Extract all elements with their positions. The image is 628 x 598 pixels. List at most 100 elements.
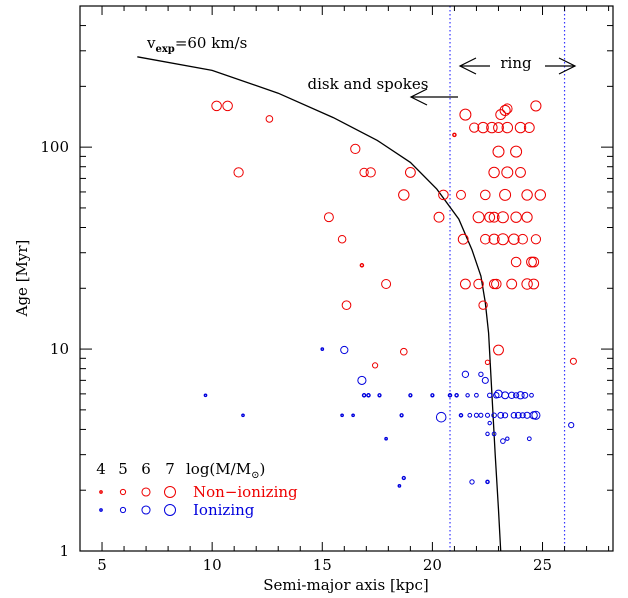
- non-ionizing-point: [488, 166, 500, 179]
- ionizing-point: [491, 412, 497, 419]
- legend-ionizing-marker: [119, 506, 127, 514]
- ionizing-point: [241, 413, 245, 418]
- non-ionizing-point: [473, 278, 484, 290]
- ionizing-point: [465, 393, 470, 398]
- ionizing-point: [568, 422, 575, 429]
- non-ionizing-point: [534, 189, 547, 201]
- non-ionizing-point: [523, 122, 535, 134]
- non-ionizing-point: [359, 263, 365, 268]
- data-points: [203, 100, 577, 488]
- curve-label-rest: =60 km/s: [175, 34, 248, 52]
- x-tick-label: 25: [533, 556, 552, 574]
- non-ionizing-point: [399, 347, 408, 356]
- non-ionizing-point: [569, 357, 577, 365]
- disk-arrow: [409, 88, 458, 106]
- non-ionizing-point: [478, 300, 488, 310]
- ring-annotation: ring: [500, 54, 532, 72]
- ionizing-point: [487, 392, 493, 398]
- non-ionizing-point: [222, 100, 233, 112]
- legend-non-ionizing-marker: [141, 487, 151, 497]
- non-ionizing-point: [486, 121, 498, 134]
- x-tick-label: 20: [423, 556, 442, 574]
- ionizing-point: [361, 393, 367, 398]
- non-ionizing-point: [528, 256, 540, 268]
- non-ionizing-point: [501, 121, 514, 134]
- ionizing-point: [447, 393, 453, 398]
- legend-mass-value: 7: [165, 460, 175, 478]
- legend-ionizing-marker: [164, 504, 176, 516]
- ionizing-point: [340, 413, 344, 418]
- ionizing-point: [493, 392, 500, 399]
- ionizing-point: [531, 410, 541, 420]
- non-ionizing-point: [528, 278, 540, 290]
- non-ionizing-point: [510, 256, 522, 268]
- non-ionizing-point: [506, 278, 518, 290]
- non-ionizing-point: [323, 212, 334, 223]
- y-tick-label: 1: [59, 542, 69, 560]
- non-ionizing-point: [452, 132, 457, 138]
- ionizing-point: [501, 391, 510, 400]
- ionizing-point: [458, 413, 464, 418]
- legend-non-ionizing-label: Non−ionizing: [193, 483, 298, 501]
- legend-non-ionizing-marker: [99, 490, 103, 494]
- non-ionizing-point: [233, 167, 244, 178]
- ionizing-point: [529, 411, 538, 420]
- non-ionizing-point: [365, 167, 376, 178]
- legend-mass-value: 6: [141, 460, 151, 478]
- non-ionizing-point: [477, 121, 489, 134]
- ionizing-point: [351, 413, 355, 418]
- ionizing-point: [357, 375, 367, 385]
- non-ionizing-point: [499, 104, 511, 116]
- legend-mass-label-text: log(M/M: [186, 460, 251, 478]
- legend-ionizing-marker: [99, 508, 103, 512]
- x-axis-label: Semi-major axis [kpc]: [263, 576, 429, 594]
- legend-ionizing-label: Ionizing: [193, 501, 255, 519]
- non-ionizing-point: [350, 143, 361, 155]
- ionizing-point: [384, 436, 388, 441]
- legend-ionizing-marker: [141, 505, 151, 515]
- axis-ticks: [80, 5, 613, 552]
- x-tick-label: 10: [203, 556, 222, 574]
- ionizing-point: [529, 392, 534, 398]
- non-ionizing-point: [381, 279, 392, 289]
- non-ionizing-point: [508, 233, 520, 245]
- non-ionizing-point: [492, 145, 505, 158]
- non-ionizing-point: [495, 109, 507, 121]
- legend-mass-value: 4: [96, 460, 106, 478]
- non-ionizing-point: [484, 211, 496, 223]
- non-ionizing-point: [488, 233, 500, 245]
- non-ionizing-point: [530, 234, 542, 245]
- non-ionizing-point: [459, 278, 471, 290]
- non-ionizing-point: [438, 189, 449, 201]
- legend-mass-label-sub: ⊙: [251, 470, 259, 481]
- ionizing-point: [484, 412, 491, 418]
- ionizing-point: [401, 475, 406, 481]
- ionizing-point: [408, 393, 413, 398]
- non-ionizing-point: [211, 100, 222, 112]
- ionizing-point: [505, 436, 510, 441]
- ionizing-point: [435, 411, 447, 423]
- legend-non-ionizing-markers: [99, 486, 176, 498]
- ionizing-point: [399, 413, 404, 418]
- non-ionizing-point: [484, 359, 491, 365]
- non-ionizing-point: [514, 121, 527, 134]
- ionizing-point: [397, 484, 402, 488]
- plot-frame: [79, 5, 614, 552]
- ionizing-point: [461, 370, 470, 378]
- non-ionizing-point: [530, 100, 542, 112]
- non-ionizing-point: [488, 278, 500, 290]
- non-ionizing-point: [337, 234, 347, 244]
- disk-annotation: disk and spokes: [308, 75, 429, 93]
- non-ionizing-point: [493, 122, 504, 134]
- non-ionizing-point: [521, 189, 533, 201]
- non-ionizing-point: [469, 122, 480, 133]
- non-ionizing-point: [510, 211, 522, 223]
- ring-boundary-lines: [449, 6, 566, 551]
- non-ionizing-point: [265, 115, 274, 123]
- axis-tick-labels: 5 10 15 20 25 1 10 100: [40, 138, 552, 574]
- legend-non-ionizing-marker: [119, 488, 127, 496]
- ionizing-point: [203, 393, 208, 398]
- curve-label: vexp=60 km/s: [146, 34, 247, 55]
- non-ionizing-point: [457, 233, 469, 245]
- non-ionizing-point: [510, 145, 523, 158]
